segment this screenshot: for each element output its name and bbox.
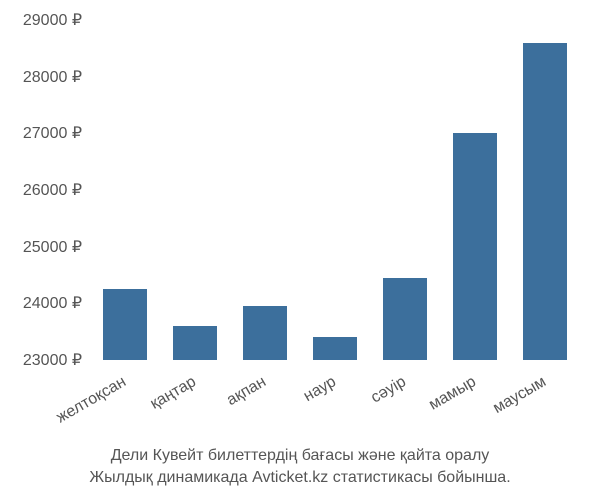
plot-area <box>90 20 580 360</box>
caption-line-1: Дели Кувейт билеттердің бағасы және қайт… <box>111 447 490 464</box>
y-tick-label: 29000 ₽ <box>0 10 90 30</box>
y-tick-label: 25000 ₽ <box>0 237 90 257</box>
bar <box>383 278 426 360</box>
price-bar-chart: Дели Кувейт билеттердің бағасы және қайт… <box>0 0 600 500</box>
bars-container <box>90 20 580 360</box>
chart-caption: Дели Кувейт билеттердің бағасы және қайт… <box>0 445 600 488</box>
bar <box>173 326 216 360</box>
bar <box>313 337 356 360</box>
bar <box>243 306 286 360</box>
caption-line-2: Жылдық динамикада Avticket.kz статистика… <box>89 469 510 486</box>
y-tick-label: 26000 ₽ <box>0 180 90 200</box>
bar <box>523 43 566 360</box>
y-tick-label: 28000 ₽ <box>0 67 90 87</box>
y-tick-label: 23000 ₽ <box>0 350 90 370</box>
y-tick-label: 27000 ₽ <box>0 123 90 143</box>
y-tick-label: 24000 ₽ <box>0 293 90 313</box>
bar <box>453 133 496 360</box>
bar <box>103 289 146 360</box>
